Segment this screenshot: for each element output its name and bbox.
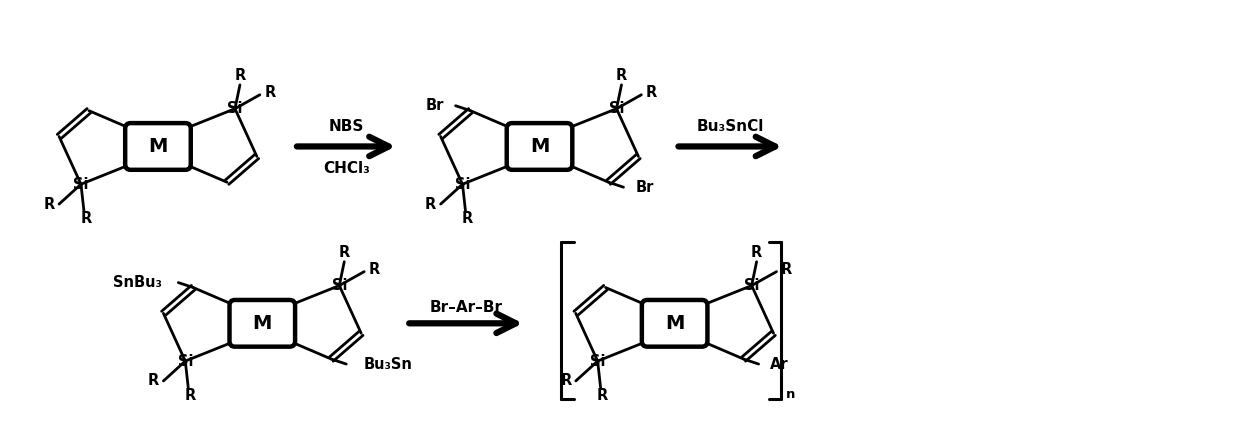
Text: Br–Ar–Br: Br–Ar–Br bbox=[430, 300, 503, 315]
Text: Br: Br bbox=[425, 98, 444, 113]
Text: M: M bbox=[530, 137, 549, 156]
Text: R: R bbox=[185, 388, 196, 403]
Text: n: n bbox=[786, 388, 795, 401]
Text: R: R bbox=[616, 69, 627, 83]
Text: R: R bbox=[597, 388, 608, 403]
FancyBboxPatch shape bbox=[125, 123, 191, 170]
Text: M: M bbox=[665, 314, 684, 333]
Text: R: R bbox=[368, 262, 379, 277]
Text: Br: Br bbox=[636, 180, 654, 195]
Text: R: R bbox=[751, 245, 762, 260]
Text: Si: Si bbox=[590, 354, 606, 368]
Text: R: R bbox=[43, 197, 55, 212]
Text: R: R bbox=[425, 197, 436, 212]
Text: R: R bbox=[234, 69, 245, 83]
FancyBboxPatch shape bbox=[229, 300, 295, 347]
FancyBboxPatch shape bbox=[507, 123, 572, 170]
Text: M: M bbox=[253, 314, 273, 333]
Text: R: R bbox=[147, 373, 159, 388]
Text: NBS: NBS bbox=[328, 119, 364, 134]
Text: CHCl₃: CHCl₃ bbox=[323, 161, 369, 176]
Text: M: M bbox=[149, 137, 167, 156]
Text: Si: Si bbox=[608, 101, 624, 116]
Text: Si: Si bbox=[73, 177, 89, 192]
Text: Si: Si bbox=[743, 278, 760, 293]
Text: Ar: Ar bbox=[769, 357, 788, 372]
FancyBboxPatch shape bbox=[642, 300, 707, 347]
Text: R: R bbox=[560, 373, 571, 388]
Text: R: R bbox=[781, 262, 792, 277]
Text: Si: Si bbox=[227, 101, 243, 116]
Text: R: R bbox=[264, 85, 275, 100]
Text: R: R bbox=[646, 85, 657, 100]
Text: SnBu₃: SnBu₃ bbox=[113, 275, 161, 290]
Text: R: R bbox=[462, 211, 473, 227]
Text: R: R bbox=[81, 211, 92, 227]
Text: Si: Si bbox=[177, 354, 193, 368]
Text: Si: Si bbox=[332, 278, 347, 293]
Text: Bu₃Sn: Bu₃Sn bbox=[363, 357, 413, 372]
Text: Si: Si bbox=[455, 177, 471, 192]
Text: Bu₃SnCl: Bu₃SnCl bbox=[696, 119, 764, 134]
Text: R: R bbox=[338, 245, 349, 260]
